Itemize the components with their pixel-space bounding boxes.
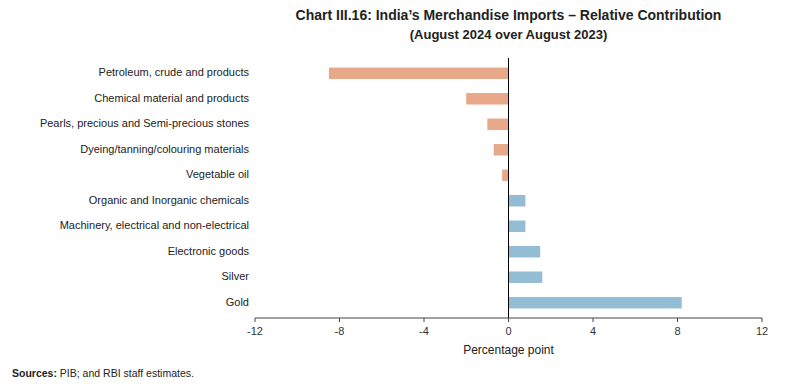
x-tick-label: -8 — [335, 325, 345, 337]
bar — [494, 144, 509, 155]
bar — [487, 119, 508, 130]
x-tick — [424, 318, 425, 322]
bar — [329, 68, 509, 79]
x-tick-label: 0 — [505, 325, 511, 337]
x-tick — [762, 318, 763, 322]
bar — [509, 195, 526, 206]
zero-line — [508, 58, 509, 318]
bar — [466, 93, 508, 104]
bar — [509, 271, 543, 282]
x-tick — [677, 318, 678, 322]
title: Chart III.16: India’s Merchandise Import… — [296, 7, 722, 23]
x-tick-label: 12 — [756, 325, 768, 337]
background — [0, 0, 785, 387]
category-label: Silver — [221, 270, 249, 282]
x-tick — [508, 318, 509, 322]
x-tick-label: -4 — [419, 325, 429, 337]
bar — [509, 221, 526, 232]
source-text: PIB; and RBI staff estimates. — [57, 367, 194, 379]
subtitle: (August 2024 over August 2023) — [410, 27, 607, 42]
x-axis-label: Percentage point — [463, 343, 554, 357]
category-label: Electronic goods — [168, 245, 250, 257]
source-note: Sources: PIB; and RBI staff estimates. — [12, 367, 194, 379]
x-tick — [339, 318, 340, 322]
category-label: Petroleum, crude and products — [99, 66, 250, 78]
category-label: Pearls, precious and Semi-precious stone… — [40, 117, 250, 129]
x-tick-label: -12 — [247, 325, 263, 337]
category-label: Dyeing/tanning/colouring materials — [80, 143, 249, 155]
bars — [329, 68, 682, 309]
bar — [509, 297, 682, 308]
x-tick — [255, 318, 256, 322]
category-label: Chemical material and products — [94, 92, 249, 104]
bar — [509, 246, 541, 257]
x-tick — [593, 318, 594, 322]
category-label: Organic and Inorganic chemicals — [89, 194, 250, 206]
category-label: Machinery, electrical and non-electrical — [60, 219, 249, 231]
x-tick-label: 8 — [674, 325, 680, 337]
chart: Chart III.16: India’s Merchandise Import… — [0, 0, 785, 387]
bar — [502, 170, 508, 181]
source-text: Sources: — [12, 367, 57, 379]
category-label: Gold — [226, 296, 249, 308]
x-tick-label: 4 — [590, 325, 596, 337]
category-label: Vegetable oil — [186, 168, 249, 180]
